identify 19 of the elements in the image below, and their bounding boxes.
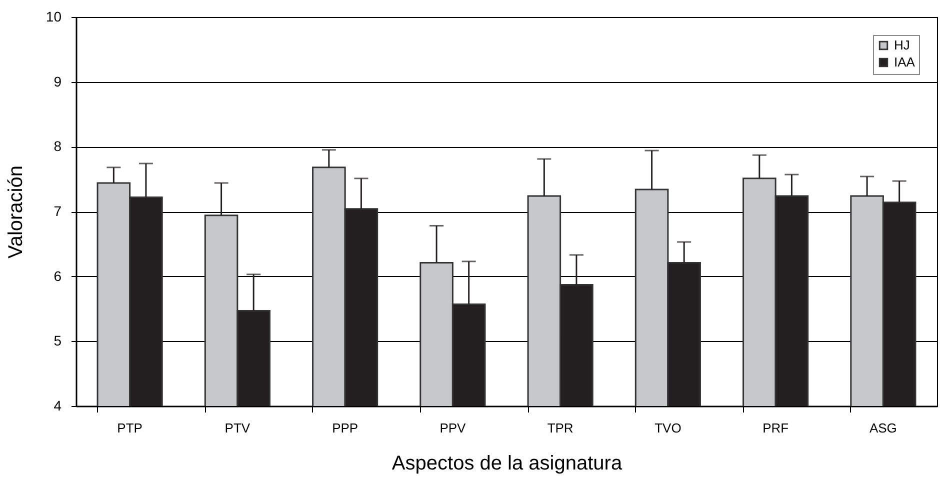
y-tick-label: 10: [46, 8, 62, 24]
legend-label: IAA: [894, 54, 916, 70]
x-tick-label: TVO: [654, 420, 682, 436]
x-tick-label: ASG: [869, 420, 897, 436]
y-tick-label: 9: [54, 73, 62, 90]
y-tick-label: 5: [54, 332, 62, 349]
y-tick-label: 8: [54, 138, 62, 154]
x-axis-title: Aspectos de la asignatura: [392, 452, 623, 474]
y-axis-title: Valoración: [4, 165, 27, 259]
y-tick-label: 4: [54, 398, 62, 414]
x-tick-label: PPV: [440, 420, 466, 436]
x-tick-label: PRF: [762, 420, 789, 436]
legend-label: HJ: [894, 38, 910, 52]
x-tick-label: PPP: [332, 420, 358, 436]
x-tick-label: PTP: [117, 420, 142, 436]
y-tick-label: 6: [54, 268, 62, 284]
x-tick-label: TPR: [547, 420, 574, 436]
x-tick-label: PTV: [224, 420, 250, 436]
y-tick-label: 7: [54, 203, 62, 219]
